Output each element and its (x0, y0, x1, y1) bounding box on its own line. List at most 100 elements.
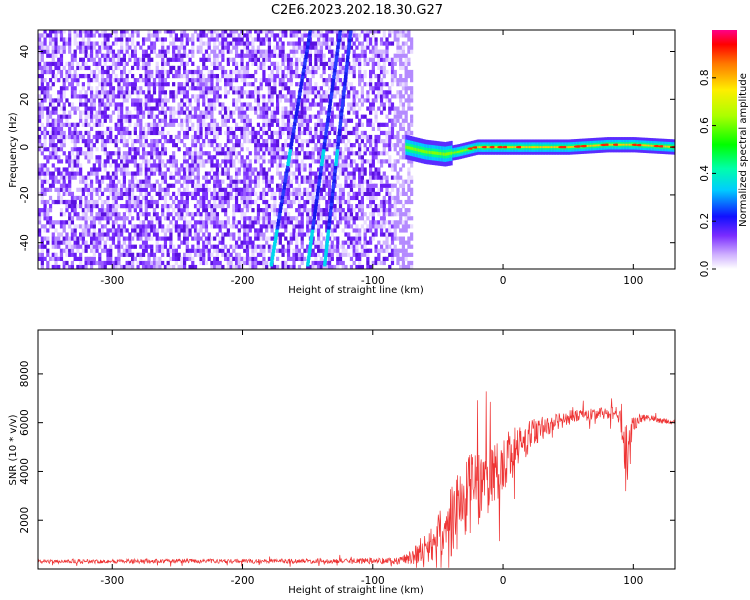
heatmap-cell (98, 236, 102, 241)
heatmap-cell (369, 106, 373, 111)
heatmap-cell (369, 228, 373, 233)
heatmap-cell (166, 216, 170, 221)
heatmap-cell (286, 256, 291, 262)
heatmap-cell (278, 195, 282, 201)
heatmap-cell (382, 41, 386, 46)
heatmap-cell (131, 264, 135, 269)
heatmap-cell (256, 130, 261, 136)
heatmap-cell (382, 102, 386, 107)
heatmap-cell (161, 228, 165, 233)
heatmap-cell (51, 106, 55, 111)
heatmap-cell (177, 69, 181, 75)
heatmap-cell (131, 216, 135, 221)
heatmap-cell (311, 45, 315, 50)
heatmap-cell (84, 65, 88, 71)
heatmap-cell (243, 102, 247, 107)
heatmap-cell (81, 240, 85, 245)
heatmap-cell (267, 187, 271, 192)
heatmap-cell (133, 203, 137, 209)
heatmap-cell (185, 187, 189, 192)
heatmap-cell (46, 122, 50, 127)
heatmap-cell (150, 216, 154, 221)
heatmap-cell (319, 264, 323, 269)
heatmap-cell (202, 78, 206, 83)
heatmap-cell (352, 252, 356, 257)
heatmap-cell (251, 248, 255, 253)
heatmap-cell (199, 78, 203, 83)
heatmap-cell (92, 240, 96, 245)
heatmap-cell (128, 195, 132, 201)
heatmap-cell (120, 57, 124, 62)
heatmap-cell (366, 57, 370, 62)
heatmap-cell (81, 65, 85, 71)
heatmap-cell (106, 212, 110, 217)
heatmap-cell (297, 220, 302, 225)
heatmap-cell (147, 86, 151, 91)
heatmap-cell (300, 212, 304, 217)
heatmap-cell (152, 138, 157, 144)
heatmap-cell (191, 138, 195, 144)
heatmap-cell (76, 212, 80, 217)
heatmap-cell (141, 57, 146, 62)
heatmap-cell (215, 98, 220, 103)
heatmap-cell (79, 252, 83, 257)
heatmap-cell (43, 256, 47, 262)
heatmap-cell (182, 228, 187, 233)
heatmap-cell (224, 232, 228, 237)
heatmap-cell (109, 187, 113, 192)
heatmap-cell (333, 130, 337, 136)
heatmap-cell (166, 228, 170, 233)
heatmap-cell (193, 203, 198, 209)
heatmap-cell (336, 256, 340, 262)
heatmap-cell (62, 130, 66, 136)
heatmap-cell (191, 224, 195, 229)
heatmap-cell (59, 138, 64, 144)
heatmap-cell (199, 86, 203, 91)
heatmap-cell (226, 126, 230, 131)
heatmap-cell (243, 248, 247, 253)
heatmap-cell (210, 260, 214, 266)
heatmap-cell (229, 138, 233, 144)
heatmap-cell (141, 37, 146, 42)
heatmap-cell (174, 45, 178, 50)
heatmap-cell (325, 183, 329, 188)
heatmap-cell (317, 110, 321, 115)
heatmap-cell (251, 57, 255, 62)
heatmap-cell (180, 228, 184, 233)
heatmap-cell (166, 69, 170, 75)
heatmap-cell (240, 69, 244, 75)
heatmap-cell (79, 110, 83, 115)
heatmap-cell (369, 163, 373, 168)
heatmap-cell (327, 248, 332, 253)
heatmap-cell (226, 191, 230, 197)
heatmap-cell (306, 212, 310, 217)
heatmap-cell (46, 110, 50, 115)
heatmap-cell (382, 151, 386, 156)
heatmap-cell (295, 179, 299, 184)
heatmap-cell (185, 244, 189, 249)
heatmap-cell (136, 232, 140, 237)
heatmap-cell (363, 151, 367, 156)
heatmap-cell (234, 126, 239, 131)
heatmap-cell (70, 244, 75, 249)
heatmap-cell (40, 208, 44, 213)
heatmap-cell (399, 126, 403, 131)
heatmap-cell (390, 94, 395, 99)
heatmap-cell (89, 126, 94, 131)
heatmap-cell (204, 187, 209, 192)
heatmap-cell (207, 220, 211, 225)
heatmap-cell (319, 102, 323, 107)
heatmap-cell (87, 65, 91, 71)
heatmap-cell (207, 57, 211, 62)
heatmap-cell (100, 53, 105, 58)
heatmap-cell (295, 167, 299, 172)
heatmap-cell (73, 53, 77, 58)
heatmap-cell (369, 138, 373, 144)
heatmap-cell (207, 90, 211, 95)
heatmap-cell (286, 171, 291, 176)
heatmap-cell (245, 73, 250, 79)
heatmap-cell (363, 45, 367, 50)
heatmap-cell (327, 175, 332, 180)
heatmap-cell (251, 167, 255, 172)
heatmap-cell (59, 126, 64, 131)
